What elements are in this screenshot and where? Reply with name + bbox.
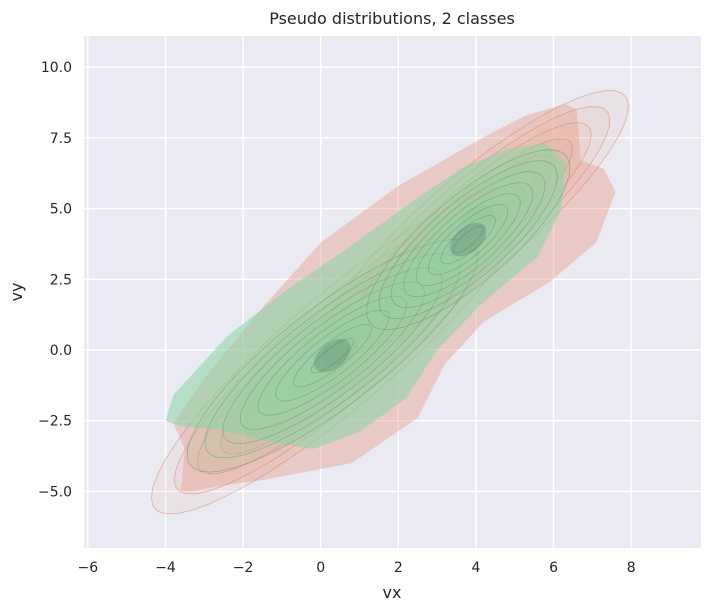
density-peak bbox=[449, 222, 487, 257]
y-tick-label: 7.5 bbox=[50, 131, 72, 147]
density-peak bbox=[314, 338, 351, 373]
x-tick-label: 0 bbox=[316, 560, 325, 576]
density-layer bbox=[150, 90, 629, 515]
density-contour-level bbox=[452, 226, 484, 254]
x-tick-label: 8 bbox=[627, 560, 636, 576]
x-tick-label: 4 bbox=[471, 560, 480, 576]
density-outer-contour bbox=[165, 143, 566, 449]
y-tick-label: 0.0 bbox=[50, 343, 72, 359]
density-contour-level bbox=[239, 281, 425, 430]
density-contour-level bbox=[275, 309, 390, 402]
density-contour-level bbox=[292, 323, 372, 388]
density-contour-level bbox=[428, 204, 509, 276]
density-contour-level bbox=[222, 267, 443, 445]
y-axis-label: vy bbox=[7, 283, 26, 302]
density-contour-level bbox=[390, 171, 546, 309]
density-contour-level bbox=[366, 149, 571, 331]
chart-title: Pseudo distributions, 2 classes bbox=[269, 9, 515, 28]
x-tick-labels: −6 −4 −2 0 2 4 6 8 bbox=[78, 560, 636, 576]
x-tick-label: 2 bbox=[394, 560, 403, 576]
density-contour-level bbox=[378, 160, 558, 320]
density-contour-level bbox=[310, 338, 355, 374]
x-tick-label: −4 bbox=[155, 560, 176, 576]
y-tick-label: 5.0 bbox=[50, 202, 72, 218]
x-tick-label: −2 bbox=[233, 560, 254, 576]
x-tick-label: 6 bbox=[549, 560, 558, 576]
y-tick-label: 10.0 bbox=[41, 60, 72, 76]
density-series-2 bbox=[165, 143, 571, 473]
density-contour-level bbox=[403, 182, 534, 298]
density-contour-level bbox=[440, 215, 496, 265]
density-contour-level bbox=[186, 238, 478, 473]
y-tick-label: −5.0 bbox=[38, 484, 72, 500]
y-tick-label: −2.5 bbox=[38, 414, 72, 430]
x-tick-label: −6 bbox=[78, 560, 99, 576]
x-axis-label: vx bbox=[383, 583, 402, 602]
y-tick-label: 2.5 bbox=[50, 272, 72, 288]
y-tick-labels: −5.0 −2.5 0.0 2.5 5.0 7.5 10.0 bbox=[38, 60, 72, 500]
